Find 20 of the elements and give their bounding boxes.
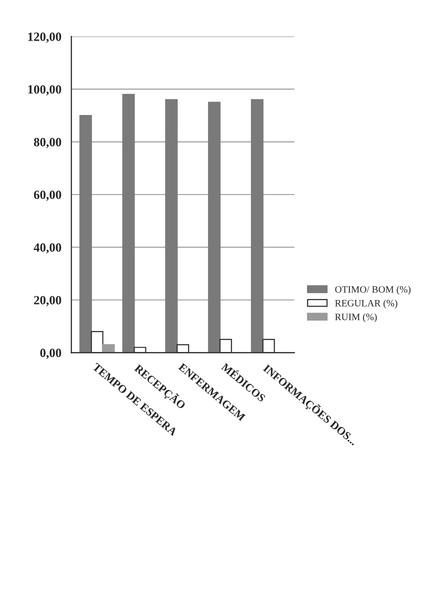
bar	[176, 344, 190, 353]
y-tick-label: 40,00	[34, 243, 62, 254]
bar	[262, 338, 275, 353]
y-tick-label: 80,00	[34, 138, 62, 148]
bar	[165, 99, 178, 353]
y-tick-label: 60,00	[34, 190, 62, 201]
bar	[219, 338, 232, 353]
legend-label: RUIM (%)	[335, 313, 377, 322]
bar	[208, 102, 221, 353]
bar	[250, 99, 264, 353]
y-tick-label: 20,00	[34, 296, 62, 306]
y-tick-label: 120,00	[28, 32, 62, 43]
bar	[122, 94, 135, 353]
bar	[90, 331, 104, 353]
y-tick-label: 100,00	[28, 85, 62, 96]
bar	[102, 344, 115, 353]
legend-label: OTIMO/ BOM (%)	[335, 286, 411, 295]
legend-label: REGULAR (%)	[335, 300, 398, 308]
bar	[79, 114, 92, 353]
y-tick-label: 0,00	[40, 348, 62, 359]
